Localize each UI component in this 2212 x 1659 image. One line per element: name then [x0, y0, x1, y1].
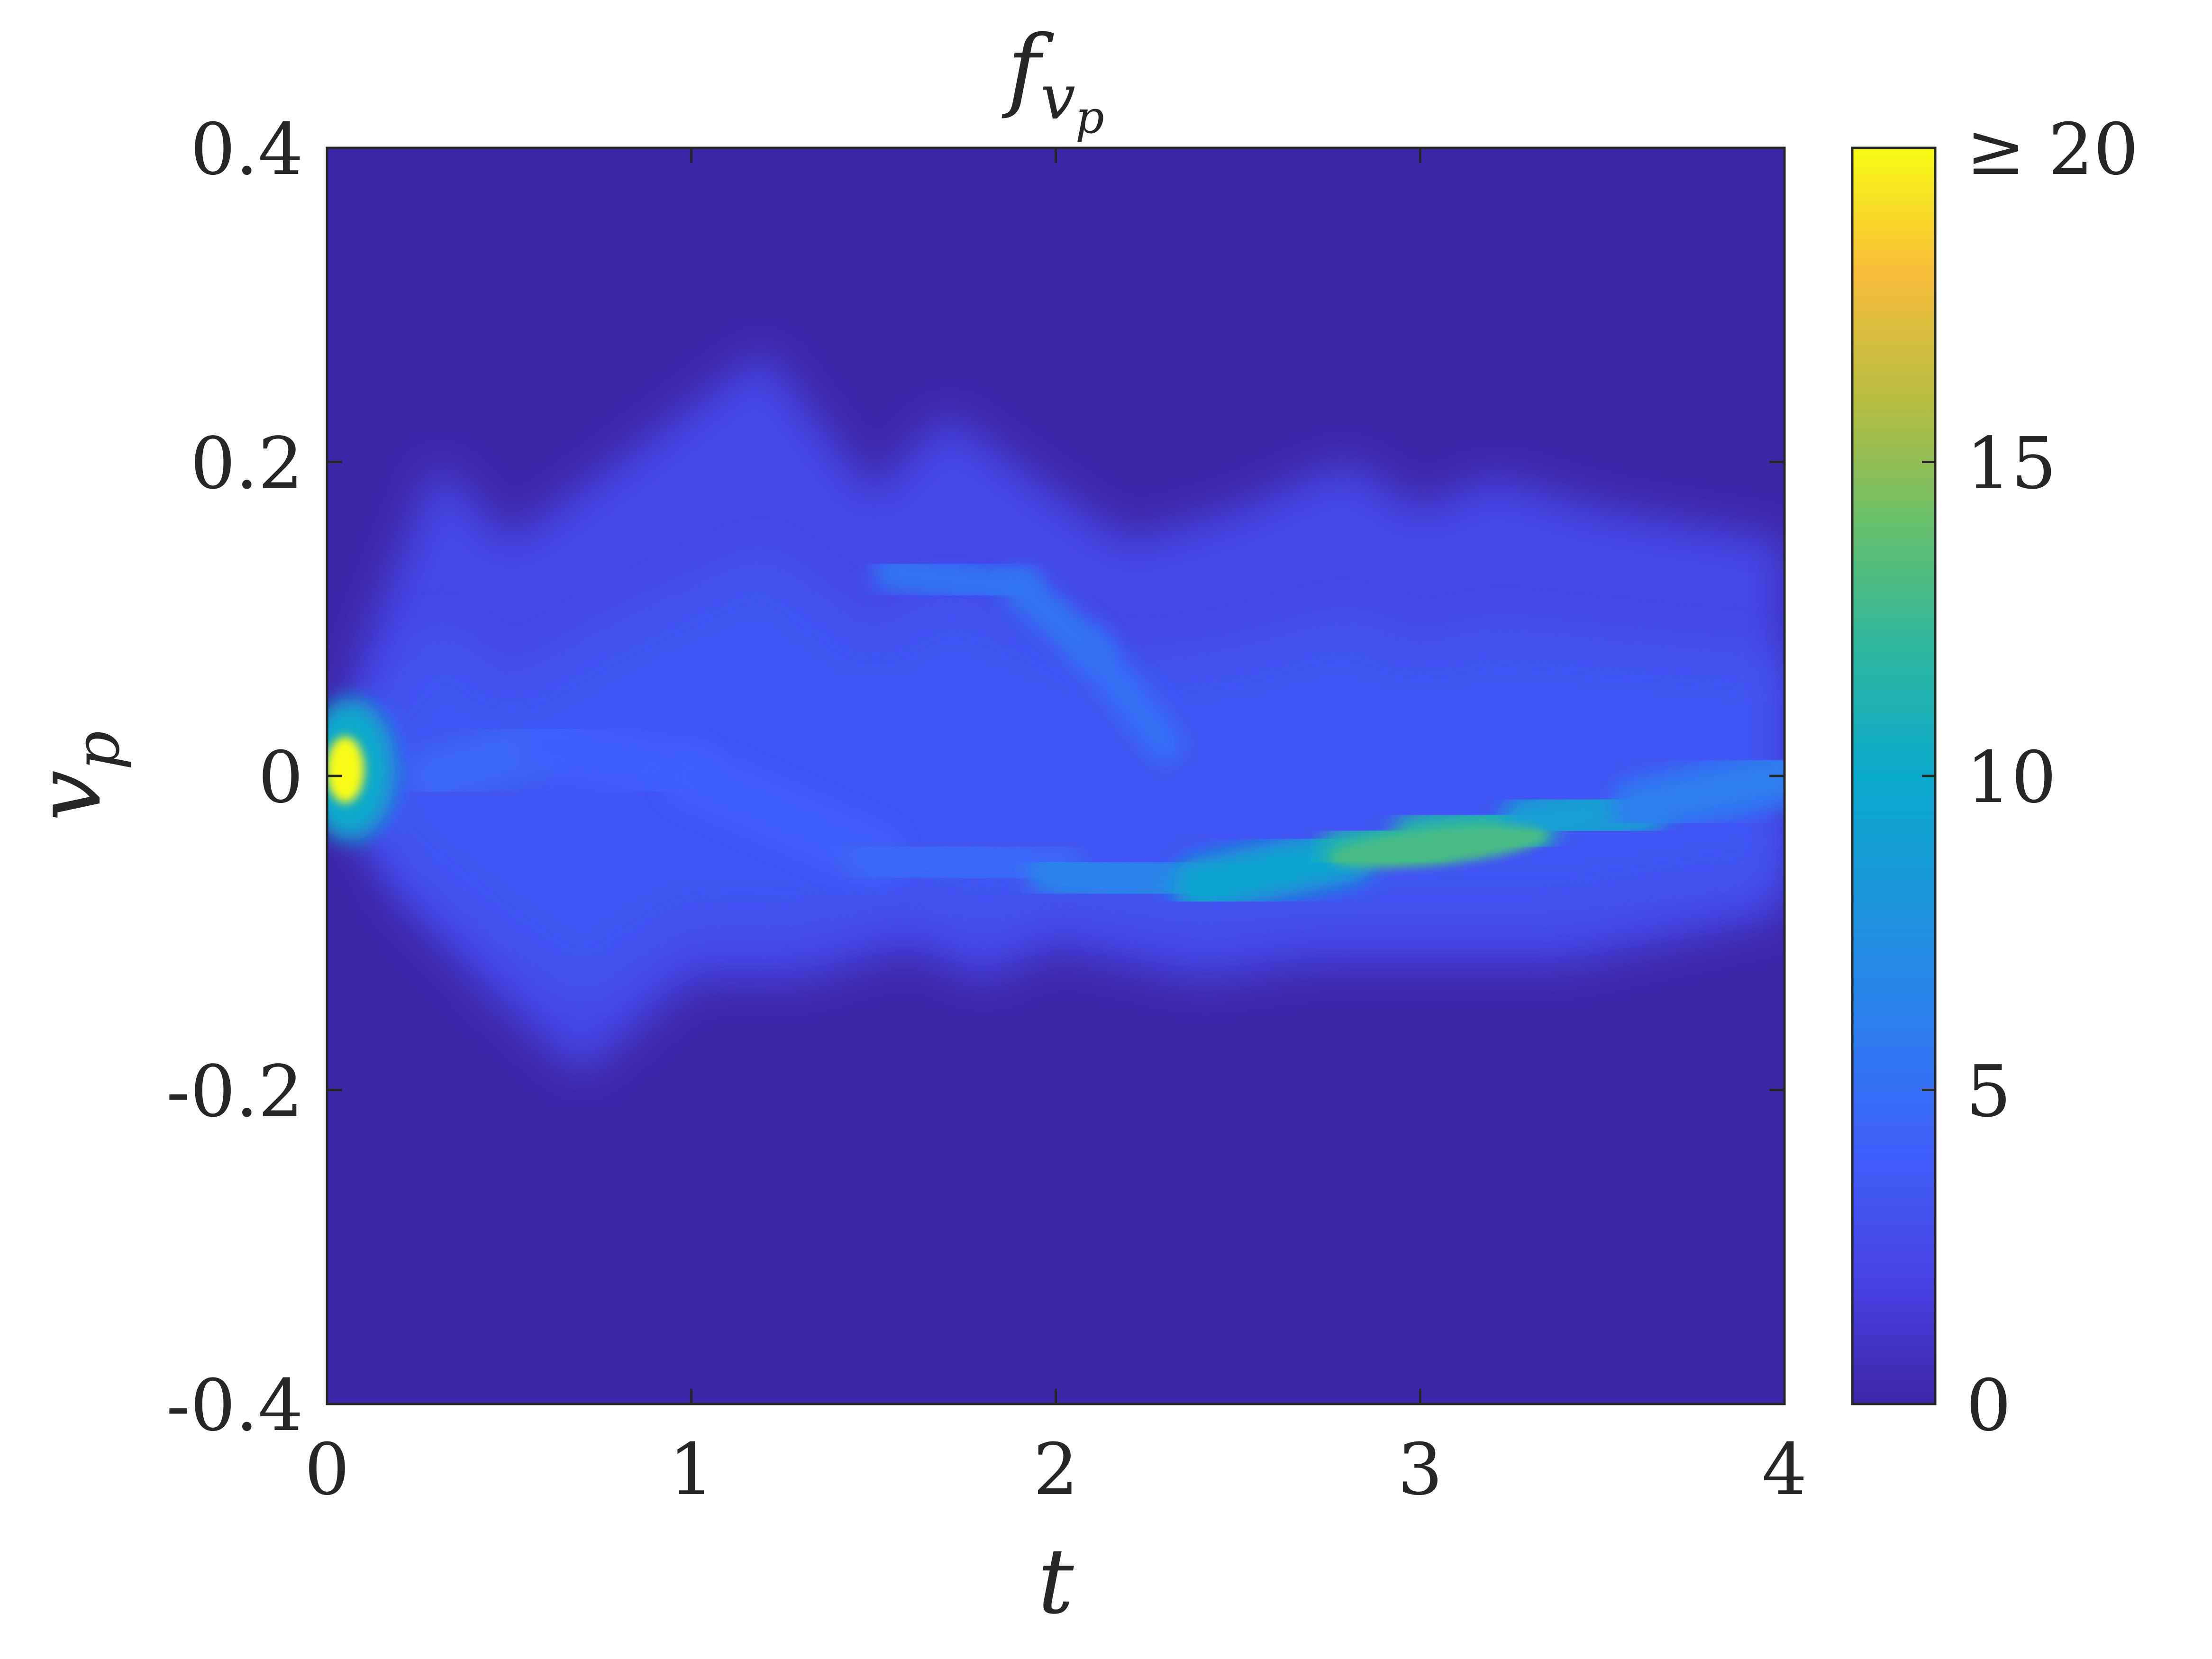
- colorbar-tick-label: 0: [1966, 1365, 2011, 1447]
- heatmap-density: [327, 352, 1784, 1075]
- colorbar-tick-label: 10: [1966, 737, 2057, 819]
- x-axis-label: t: [1038, 1529, 1074, 1634]
- x-axis-ticks: 0 1 2 3 4: [304, 148, 1807, 1511]
- colorbar-tick-label: 5: [1966, 1051, 2011, 1133]
- x-tick-label: 2: [1033, 1429, 1078, 1511]
- chart-title: fvp: [1001, 16, 1104, 144]
- colorbar: 0 5 10 15 ≥ 20: [1851, 109, 2139, 1447]
- y-axis-label: vp: [16, 731, 133, 821]
- y-tick-label: 0.4: [190, 109, 303, 191]
- colorbar-gradient: [1852, 148, 1935, 1404]
- plot-area: 0 1 2 3 4 -0.4 -0.2 0 0.2 0.4: [166, 109, 1807, 1511]
- x-tick-label: 4: [1762, 1429, 1807, 1511]
- x-tick-label: 1: [669, 1429, 714, 1511]
- density-peak: [327, 736, 364, 803]
- y-tick-label: 0.2: [190, 423, 303, 505]
- x-tick-label: 0: [304, 1429, 349, 1511]
- y-tick-label: -0.4: [166, 1365, 303, 1447]
- colorbar-tick-label: ≥ 20: [1966, 109, 2139, 191]
- density-ridge: [845, 826, 1084, 899]
- colorbar-ticks: 0 5 10 15 ≥ 20: [1922, 109, 2139, 1447]
- colorbar-tick-label: 15: [1966, 423, 2057, 505]
- density-band: [327, 552, 1784, 1000]
- y-axis-ticks: -0.4 -0.2 0 0.2 0.4: [166, 109, 1784, 1447]
- density-ridge-core: [1329, 825, 1547, 868]
- density-secondary-ridge: [1073, 631, 1184, 764]
- y-tick-label: -0.2: [166, 1051, 303, 1133]
- density-ridge: [1610, 747, 1784, 836]
- y-tick-label: 0: [258, 737, 303, 819]
- density-ridge: [663, 747, 902, 883]
- density-secondary-ridge: [873, 553, 1038, 607]
- x-tick-label: 3: [1398, 1429, 1443, 1511]
